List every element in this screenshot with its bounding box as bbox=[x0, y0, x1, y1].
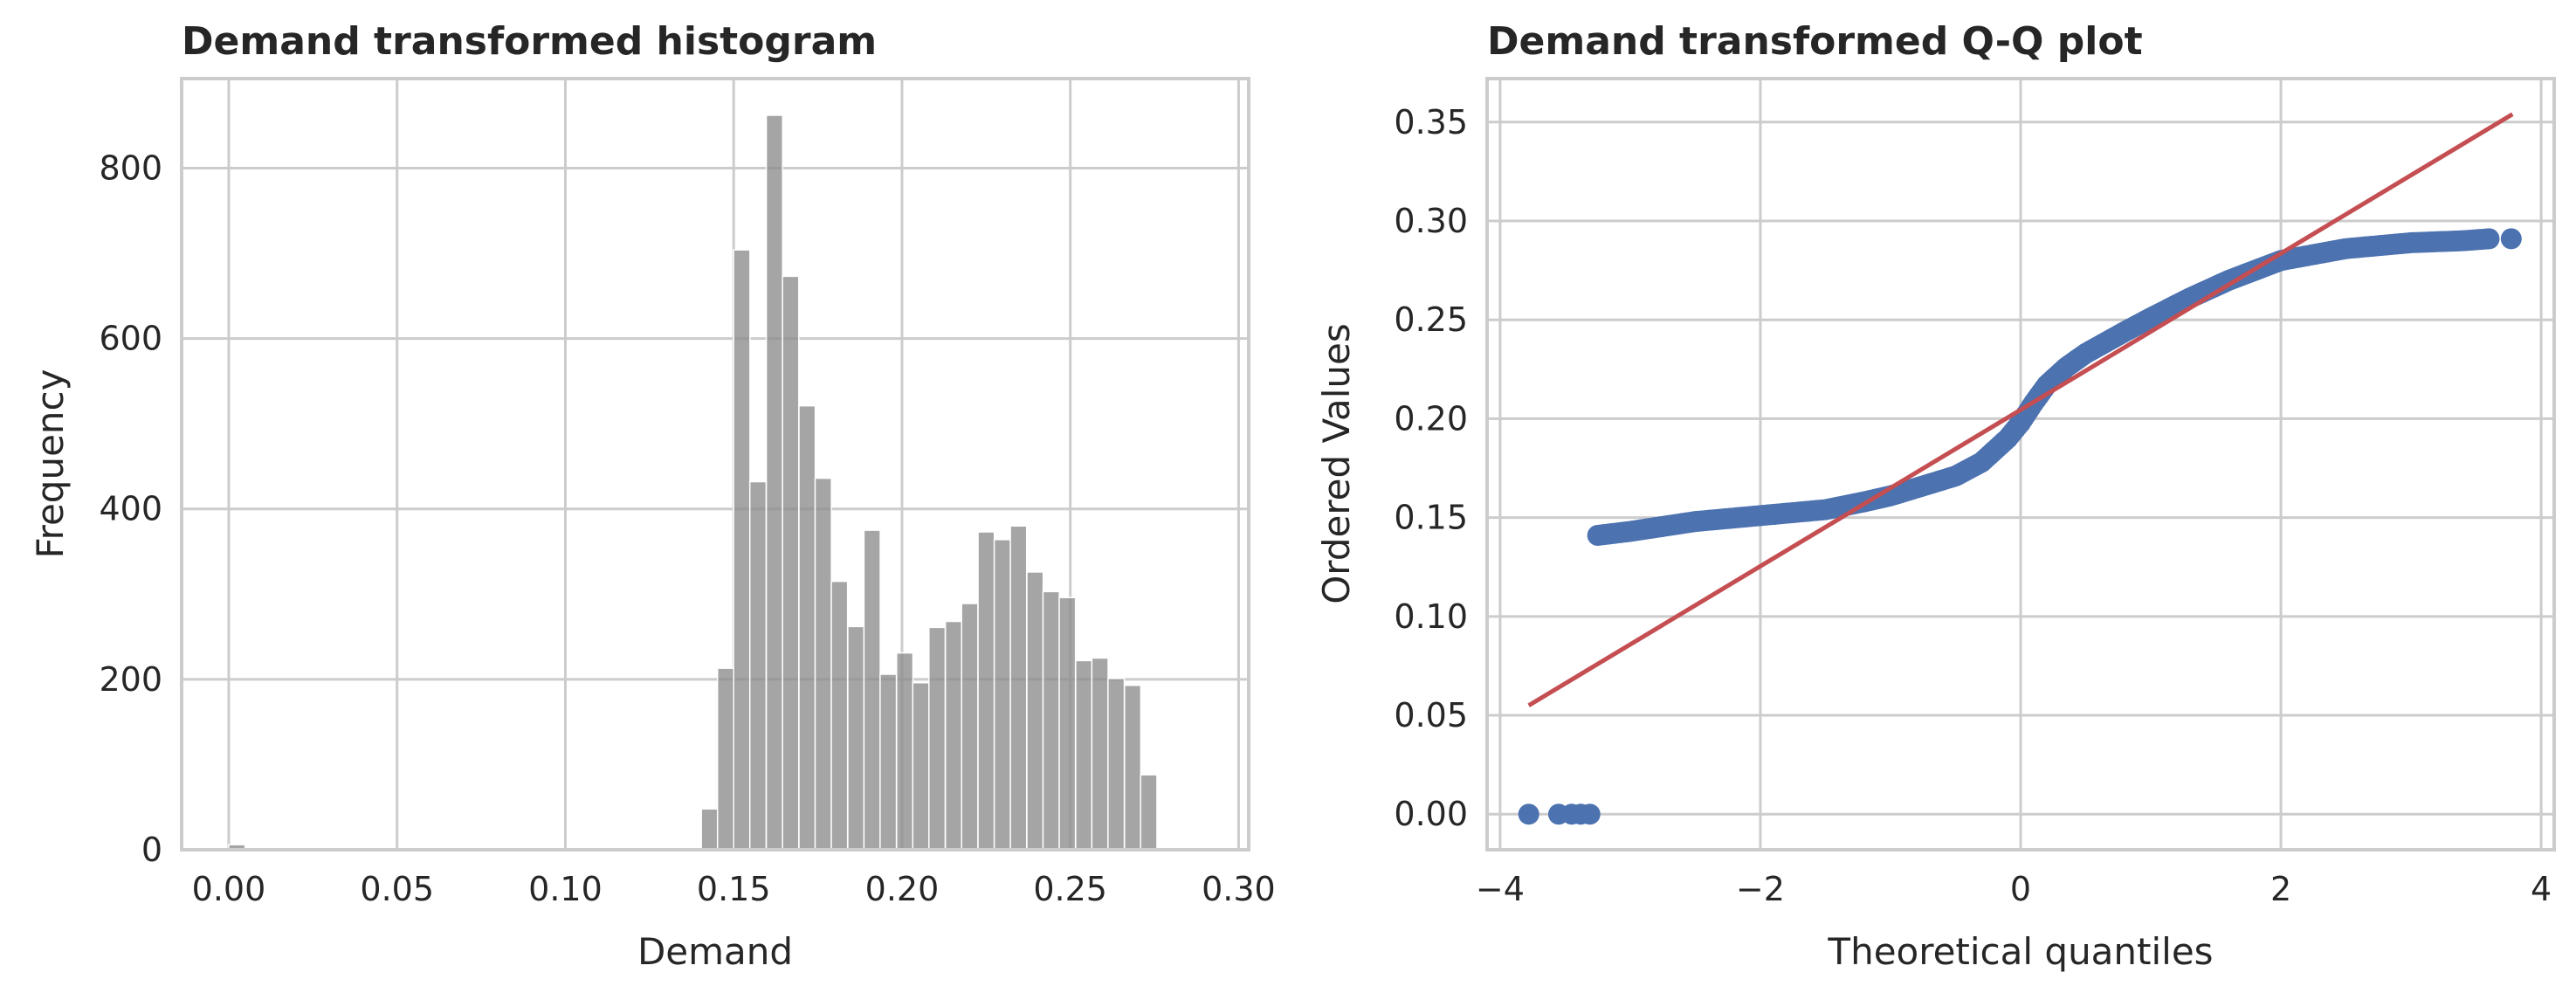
histogram-grid bbox=[182, 79, 1249, 850]
histogram-y-tick-label: 0 bbox=[141, 831, 162, 869]
histogram-x-tick-label: 0.30 bbox=[1202, 870, 1276, 908]
histogram-bar bbox=[1042, 590, 1060, 851]
histogram-bar bbox=[1124, 684, 1142, 851]
qq-plot-x-axis-label: Theoretical quantiles bbox=[1827, 930, 2213, 973]
histogram-panel: Demand transformed histogram 0.00 0.05 0.1… bbox=[29, 19, 1276, 973]
qq-x-tick-label: −4 bbox=[1476, 870, 1525, 908]
histogram-y-tick-label: 200 bbox=[99, 660, 162, 699]
histogram-bar bbox=[1091, 657, 1109, 851]
histogram-bar bbox=[977, 531, 995, 851]
qq-y-tick-label: 0.05 bbox=[1394, 696, 1468, 734]
histogram-x-tick-labels: 0.00 0.05 0.10 0.15 0.20 0.25 0.30 bbox=[192, 870, 1276, 908]
qq-plot-title: Demand transformed Q-Q plot bbox=[1487, 19, 2143, 64]
histogram-bar bbox=[1058, 597, 1077, 851]
qq-y-tick-label: 0.30 bbox=[1394, 202, 1468, 240]
histogram-bar bbox=[863, 529, 881, 851]
qq-y-tick-label: 0.00 bbox=[1394, 795, 1468, 833]
histogram-bar bbox=[1107, 678, 1126, 851]
qq-plot-panel: Demand transformed Q-Q plot −4 −2 0 2 4 0.00… bbox=[1315, 19, 2556, 973]
histogram-x-tick-label: 0.15 bbox=[697, 870, 771, 908]
qq-outlier-point bbox=[1579, 803, 1601, 825]
histogram-y-axis-label: Frequency bbox=[29, 369, 72, 559]
qq-y-tick-label: 0.35 bbox=[1394, 103, 1468, 141]
qq-plot-y-tick-labels: 0.00 0.05 0.10 0.15 0.20 0.25 0.30 0.35 bbox=[1394, 103, 1468, 833]
qq-y-tick-label: 0.10 bbox=[1394, 597, 1468, 636]
qq-y-tick-label: 0.20 bbox=[1394, 399, 1468, 438]
histogram-bar bbox=[1009, 525, 1028, 851]
histogram-bar bbox=[1026, 571, 1044, 851]
histogram-bar bbox=[1075, 659, 1093, 851]
histogram-bar bbox=[912, 682, 930, 851]
histogram-x-tick-label: 0.10 bbox=[528, 870, 603, 908]
histogram-x-axis-label: Demand bbox=[637, 930, 793, 973]
histogram-x-tick-label: 0.20 bbox=[865, 870, 940, 908]
qq-plot-x-tick-labels: −4 −2 0 2 4 bbox=[1476, 870, 2552, 908]
qq-fit-line bbox=[1527, 112, 2514, 707]
qq-y-tick-label: 0.15 bbox=[1394, 499, 1468, 537]
qq-plot-axes-frame bbox=[1485, 77, 2556, 852]
qq-x-tick-label: 0 bbox=[2010, 870, 2031, 908]
qq-x-tick-label: 4 bbox=[2531, 870, 2552, 908]
histogram-axes-frame bbox=[180, 77, 1250, 852]
histogram-x-tick-label: 0.25 bbox=[1033, 870, 1107, 908]
qq-plot-grid bbox=[1487, 79, 2554, 850]
histogram-bar bbox=[700, 808, 719, 851]
qq-outlier-point bbox=[1518, 803, 1539, 825]
histogram-bar bbox=[1140, 774, 1158, 851]
histogram-bars bbox=[228, 114, 1158, 851]
histogram-bar bbox=[928, 626, 947, 851]
qq-plot-y-axis-label: Ordered Values bbox=[1315, 323, 1358, 604]
qq-y-tick-label: 0.25 bbox=[1394, 300, 1468, 339]
histogram-y-tick-labels: 0 200 400 600 800 bbox=[99, 148, 162, 869]
histogram-bar bbox=[814, 477, 832, 851]
histogram-y-tick-label: 600 bbox=[99, 320, 162, 358]
histogram-bar bbox=[782, 275, 800, 851]
histogram-title: Demand transformed histogram bbox=[182, 19, 877, 64]
histogram-bar bbox=[961, 603, 979, 851]
histogram-x-tick-label: 0.05 bbox=[360, 870, 434, 908]
histogram-y-tick-label: 400 bbox=[99, 490, 162, 528]
histogram-bar bbox=[830, 580, 849, 851]
histogram-bar bbox=[944, 620, 963, 851]
qq-point bbox=[2500, 228, 2522, 250]
histogram-bar bbox=[765, 114, 784, 851]
qq-x-tick-label: −2 bbox=[1736, 870, 1785, 908]
histogram-y-tick-label: 800 bbox=[99, 148, 162, 187]
qq-plot-fit-line-group bbox=[1527, 112, 2514, 707]
qq-x-tick-label: 2 bbox=[2270, 870, 2291, 908]
histogram-bar bbox=[993, 539, 1011, 851]
qq-point bbox=[2478, 228, 2500, 250]
histogram-bar bbox=[748, 480, 768, 851]
histogram-bar bbox=[716, 667, 735, 851]
histogram-x-tick-label: 0.00 bbox=[192, 870, 266, 908]
histogram-bar bbox=[798, 404, 816, 851]
histogram-bar bbox=[733, 249, 751, 851]
histogram-bar bbox=[896, 652, 914, 851]
histogram-bar bbox=[847, 625, 865, 851]
histogram-bar bbox=[879, 673, 898, 851]
